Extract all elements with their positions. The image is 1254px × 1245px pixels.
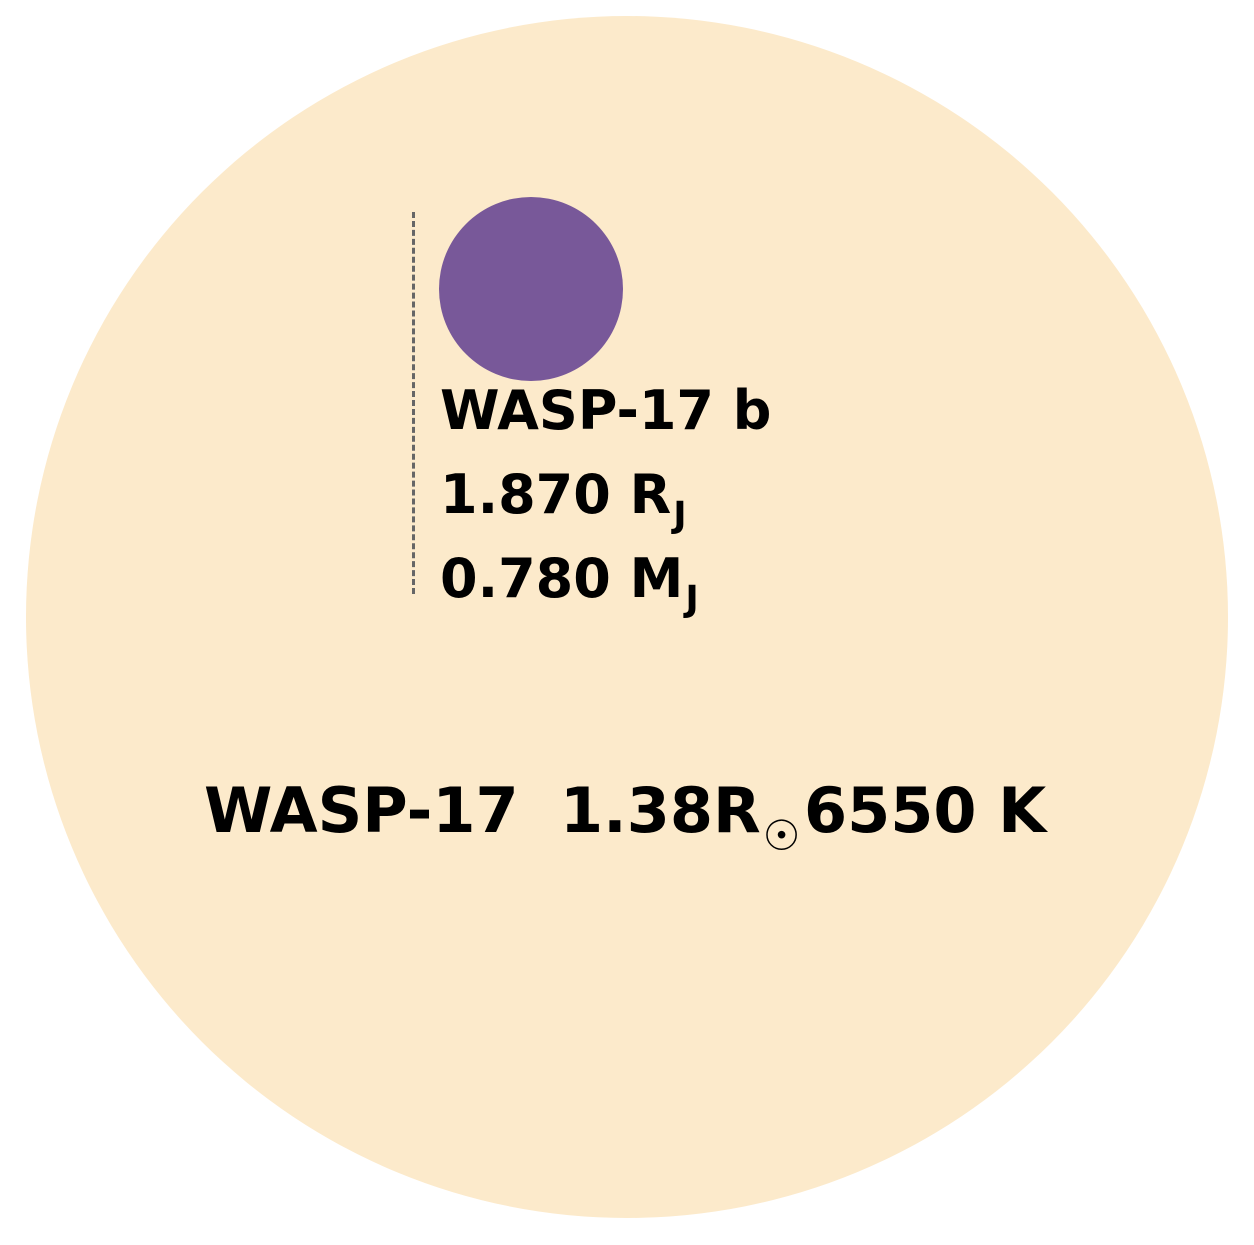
star-disk [26,16,1228,1218]
planet-label-guide-line [412,212,415,594]
planet-name: WASP-17 b [440,379,772,442]
planet-mass: 0.780 MJ [440,552,699,618]
planet-mass-unit-subscript: J [685,579,699,620]
planet-mass-value: 0.780 M [440,547,684,610]
planet-radius-unit-subscript: J [673,495,687,536]
planet-disk [439,197,623,381]
star-radius: 1.38R☉ [560,780,800,857]
star-temperature: 6550 K [804,774,1047,847]
star-radius-value: 1.38R [560,774,761,847]
star-name: WASP-17 [204,774,519,847]
planet-radius: 1.870 RJ [440,468,687,534]
planet-radius-value: 1.870 R [440,463,672,526]
sun-symbol-icon: ☉ [762,811,801,860]
